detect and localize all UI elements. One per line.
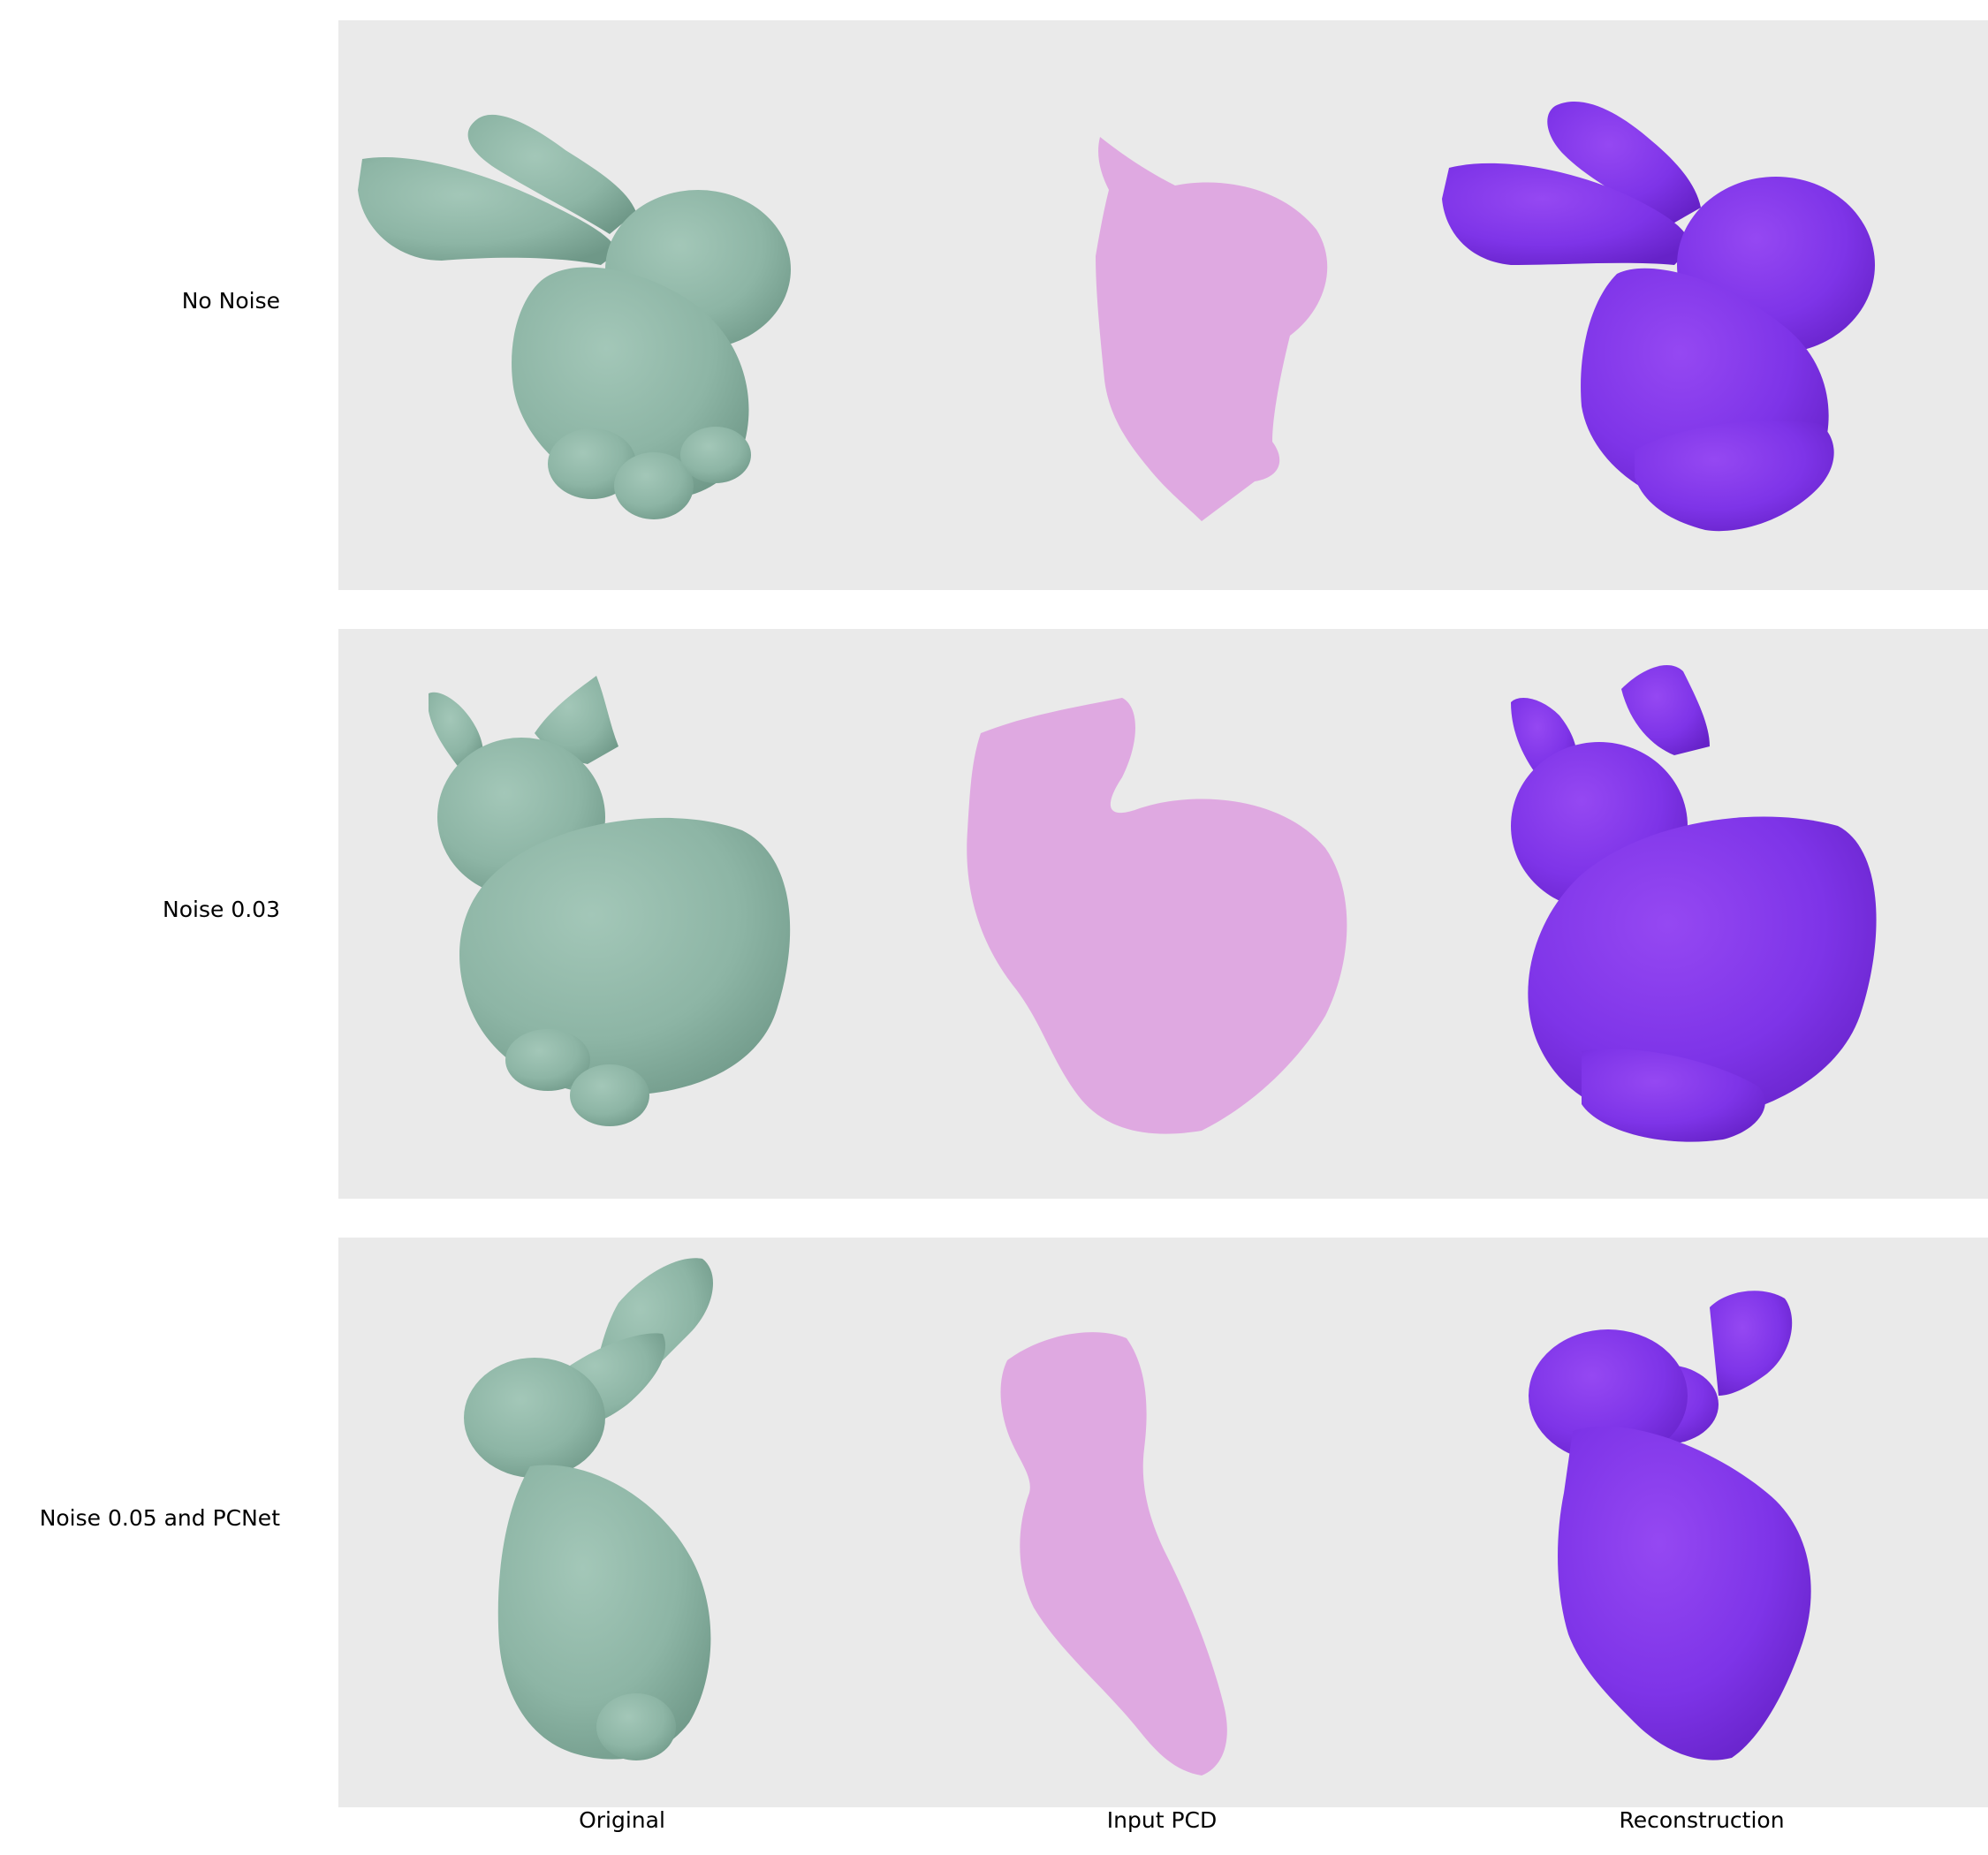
input-pcd-row3	[1000, 1332, 1227, 1776]
original-bunny-row1	[358, 114, 791, 519]
column-label-input-pcd: Input PCD	[1106, 1807, 1218, 1833]
row-label-noise-005-pcnet: Noise 0.05 and PCNet	[39, 1505, 280, 1531]
reconstruction-bunny-row1	[1442, 101, 1875, 532]
input-pcd-row2	[967, 698, 1347, 1134]
column-label-original: Original	[579, 1807, 665, 1833]
reconstruction-bunny-row3	[1529, 1291, 1811, 1760]
input-pcd-row1	[1096, 137, 1328, 521]
column-label-reconstruction: Reconstruction	[1619, 1807, 1785, 1833]
row-label-no-noise: No Noise	[181, 288, 280, 314]
original-bunny-row2	[429, 676, 791, 1126]
reconstruction-bunny-row2	[1511, 664, 1877, 1142]
row-label-noise-003: Noise 0.03	[163, 897, 280, 922]
original-bunny-row3	[464, 1258, 713, 1760]
